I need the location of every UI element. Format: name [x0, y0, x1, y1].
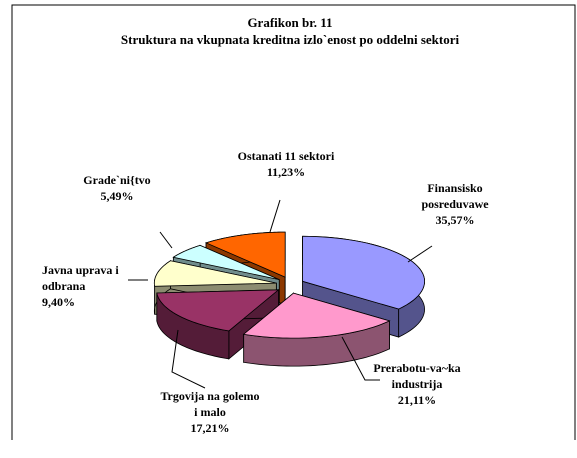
slice	[302, 235, 425, 338]
category-label: Trgovija na golemo i malo	[160, 389, 260, 419]
leader-line	[171, 329, 206, 389]
leader-line	[407, 245, 433, 263]
slice-label: Javna uprava i odbrana 9,40%	[42, 262, 134, 310]
slice	[242, 292, 391, 367]
leader-line	[269, 199, 281, 233]
chart-title: Grafikon br. 11	[247, 15, 333, 30]
value-label: 21,11%	[397, 393, 437, 407]
category-label: Javna uprava i odbrana	[42, 263, 119, 293]
category-label: Finansisko posreduvawe	[421, 181, 489, 211]
slice	[242, 292, 391, 339]
category-label: Prerabotu-va~ka industrija	[373, 361, 461, 391]
leader-line	[341, 336, 380, 381]
slice-label: Grade`ni{tvo 5,49%	[72, 172, 162, 204]
slice	[153, 260, 277, 287]
value-label: 35,57%	[435, 213, 475, 227]
slice-label: Trgovija na golemo i malo 17,21%	[160, 388, 260, 436]
chart-subtitle: Struktura na vkupnata kreditna izlo`enos…	[120, 32, 460, 47]
slice	[172, 244, 280, 281]
slice	[302, 235, 425, 310]
frame	[11, 4, 576, 440]
value-label: 9,40%	[42, 295, 75, 309]
category-label: Ostanati 11 sektori	[237, 149, 335, 163]
slice-label: Finansisko posreduvawe 35,57%	[400, 180, 510, 228]
value-label: 5,49%	[100, 189, 134, 203]
slice	[156, 289, 280, 332]
leader-line	[159, 231, 173, 249]
value-label: 11,23%	[266, 165, 306, 179]
slice	[204, 231, 286, 278]
slice-label: Prerabotu-va~ka industrija 21,11%	[368, 360, 466, 408]
category-label: Grade`ni{tvo	[83, 173, 151, 187]
slice-label: Ostanati 11 sektori 11,23%	[232, 148, 340, 180]
value-label: 17,21%	[190, 421, 230, 435]
